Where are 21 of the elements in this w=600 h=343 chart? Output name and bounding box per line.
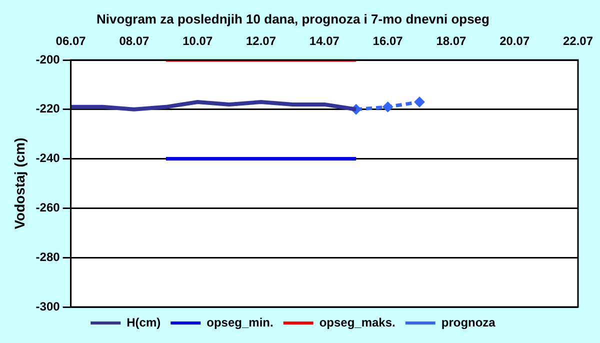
y-tick-label: -260 <box>36 200 60 215</box>
x-tick-label: 12.07 <box>246 34 276 48</box>
x-tick-label: 18.07 <box>436 34 467 48</box>
legend-label: opseg_min. <box>206 315 274 330</box>
y-axis-title: Vodostaj (cm) <box>11 138 28 230</box>
legend-label: H(cm) <box>126 315 161 330</box>
chart-title: Nivogram za poslednjih 10 dana, prognoza i 7-mo dnevni opseg <box>96 11 490 26</box>
legend-label: opseg_maks. <box>319 315 396 330</box>
x-tick-label: 10.07 <box>182 34 213 48</box>
x-tick-label: 14.07 <box>309 34 340 48</box>
y-tick-label: -200 <box>36 52 60 66</box>
x-tick-label: 22.07 <box>562 34 594 48</box>
x-tick-label: 08.07 <box>119 34 150 48</box>
y-tick-label: -220 <box>36 102 60 116</box>
legend-label: prognoza <box>441 315 496 330</box>
x-tick-label: 16.07 <box>372 34 404 48</box>
y-tick-label: -280 <box>36 250 60 264</box>
y-tick-label: -300 <box>36 299 60 314</box>
x-tick-label: 20.07 <box>500 34 530 48</box>
y-tick-label: -240 <box>36 151 60 166</box>
x-tick-label: 06.07 <box>56 34 86 48</box>
